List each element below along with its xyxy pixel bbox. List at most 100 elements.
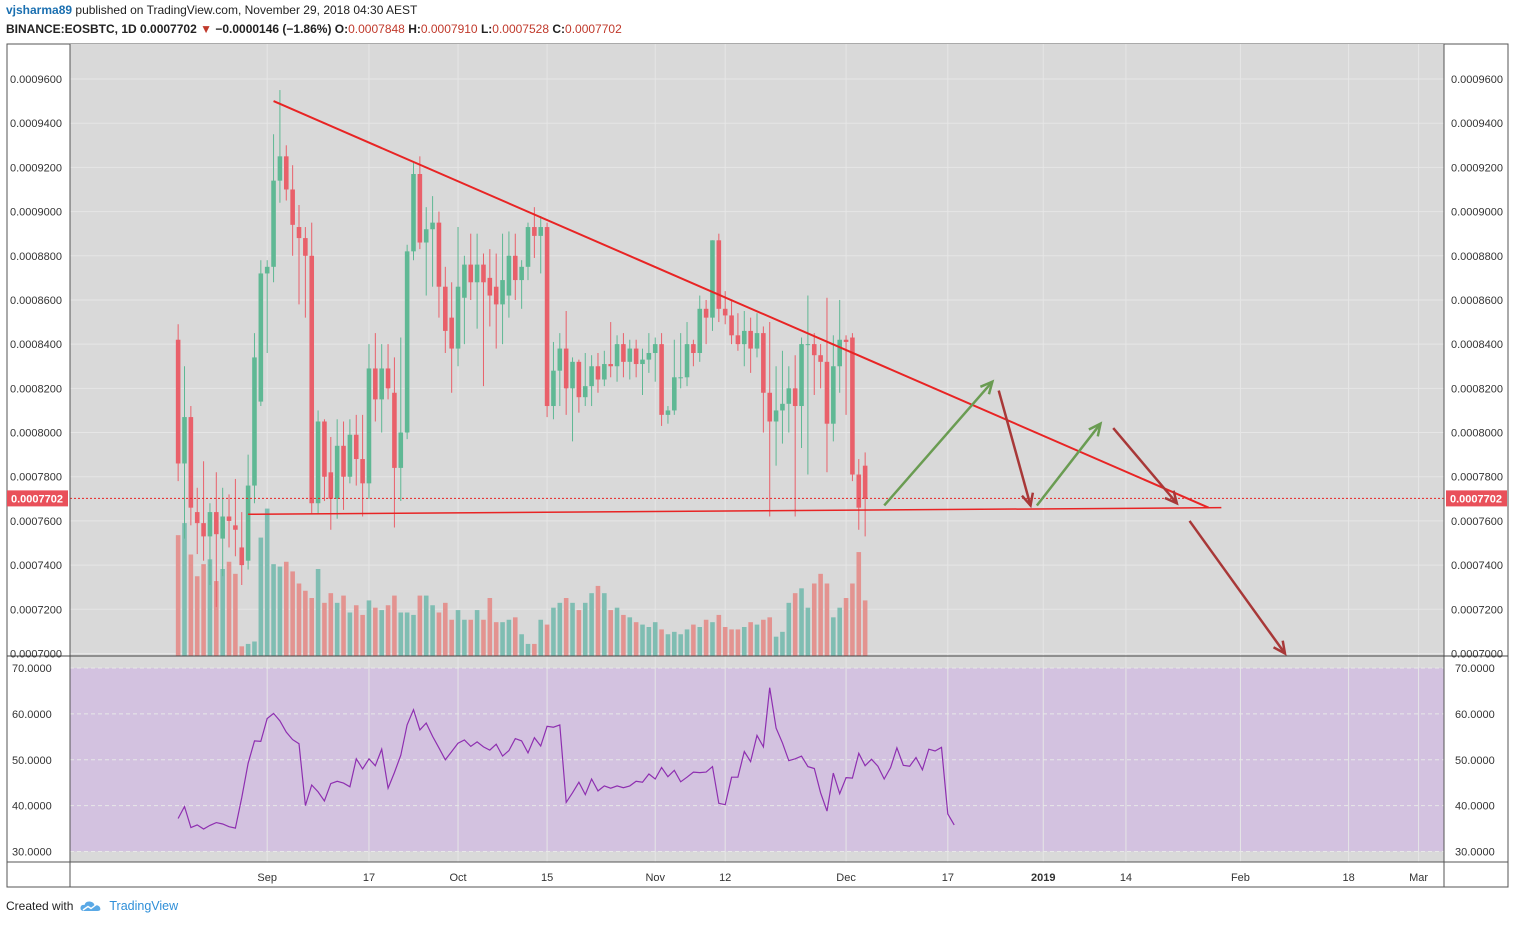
volume-bar	[245, 643, 251, 656]
chart-svg[interactable]: 0.0007000 0.0007000 0.0007200 0.0007200 0.00…	[0, 0, 1515, 895]
volume-bar	[315, 569, 321, 656]
time-tick-label: Oct	[449, 872, 466, 884]
candle-body	[239, 547, 245, 566]
candle	[277, 90, 283, 203]
candle-body	[767, 392, 773, 422]
candle-body	[347, 434, 353, 477]
price-tick-label-left: 0.0007600	[10, 516, 62, 528]
candle-body	[500, 280, 505, 305]
candle	[761, 326, 766, 433]
candle	[500, 233, 505, 345]
volume-bar	[404, 612, 410, 656]
green-projection-arrow	[883, 379, 995, 507]
candle	[811, 333, 817, 395]
candle-body	[277, 156, 283, 181]
candle-body	[602, 364, 607, 380]
candle-body	[366, 368, 372, 484]
candle-body	[538, 227, 544, 236]
grid-lines	[70, 44, 1444, 862]
candle	[678, 333, 683, 389]
volume-bar	[595, 585, 601, 656]
candle-body	[519, 266, 524, 281]
candle-body	[411, 174, 416, 252]
price-tick-label-left: 0.0009600	[10, 74, 62, 86]
volume-bar	[544, 624, 550, 656]
price-tick-label-right: 0.0007000	[1451, 649, 1503, 661]
volume-bar	[512, 617, 518, 656]
created-with-text: Created with	[6, 899, 74, 913]
candle-body	[748, 330, 753, 349]
candle	[245, 454, 251, 570]
candle-body	[850, 337, 855, 475]
price-change: −0.0000146 (−1.86%)	[215, 22, 332, 36]
candle-body	[423, 229, 429, 243]
volume-bar	[328, 593, 334, 656]
candle-body	[474, 264, 480, 283]
volume-bar	[519, 634, 524, 656]
time-axis-labels: Sep 17 Oct 15 Nov 12 Dec 17 2019 14 Feb 18 Mar	[257, 872, 1428, 884]
rsi-tick-label-right: 30.0000	[1455, 847, 1495, 859]
candle	[767, 322, 773, 517]
volume-bar	[691, 624, 696, 656]
candle	[589, 355, 594, 407]
volume-bar	[850, 583, 855, 656]
symbol-label: BINANCE:EOSBTC, 1D	[6, 22, 137, 36]
candle	[627, 339, 633, 380]
candle	[493, 253, 499, 349]
candle-body	[271, 180, 276, 267]
volume-bar	[214, 581, 219, 656]
candle	[296, 204, 302, 305]
volume-bar	[614, 607, 620, 656]
candle	[366, 344, 372, 499]
candle-body	[646, 352, 652, 360]
candle-body	[729, 315, 734, 336]
candle	[595, 352, 601, 393]
candle	[754, 313, 760, 358]
candle-body	[283, 156, 289, 190]
candle-body	[436, 222, 442, 287]
candle-body	[805, 344, 811, 346]
price-tick-label-right: 0.0008800	[1451, 251, 1503, 263]
price-tick-label-right: 0.0009400	[1451, 118, 1503, 130]
candle-body	[404, 251, 410, 433]
candle-body	[512, 255, 518, 281]
candle-body	[722, 308, 728, 316]
candle-body	[455, 286, 461, 349]
candle	[258, 260, 264, 407]
candle	[175, 324, 181, 482]
volume-bar	[557, 602, 563, 656]
volume-bar	[341, 595, 346, 656]
volume-bar	[538, 619, 544, 656]
volume-bar	[360, 614, 365, 656]
candle-body	[761, 333, 766, 393]
price-tick-label-right: 0.0008400	[1451, 339, 1503, 351]
candle-body	[633, 348, 639, 365]
candle-body	[175, 339, 181, 464]
candle-body	[818, 355, 823, 362]
volume-bar	[462, 619, 467, 656]
candle-body	[544, 227, 550, 407]
candle-body	[563, 348, 569, 389]
candle-body	[328, 472, 334, 499]
price-tick-label-left: 0.0009000	[10, 207, 62, 219]
candle-body	[551, 370, 556, 407]
tradingview-brand-link[interactable]: TradingView	[109, 899, 179, 913]
candle-body	[525, 227, 531, 267]
candle	[538, 215, 544, 274]
candle	[582, 352, 588, 407]
candle-body	[201, 523, 206, 537]
candle-body	[570, 361, 575, 389]
candle	[360, 414, 365, 517]
candle	[748, 317, 753, 373]
price-axis-labels: 0.0007000 0.0007000 0.0007200 0.0007200 0.00…	[10, 74, 1503, 661]
candle-body	[773, 410, 779, 422]
candle	[672, 339, 677, 415]
candle	[659, 333, 664, 426]
volume-bar	[799, 588, 804, 656]
rsi-line	[177, 687, 955, 830]
volume-bar	[296, 583, 302, 656]
candle	[729, 299, 734, 345]
candle	[780, 350, 785, 444]
candle	[697, 295, 703, 362]
author-name[interactable]: vjsharma89	[6, 3, 73, 17]
